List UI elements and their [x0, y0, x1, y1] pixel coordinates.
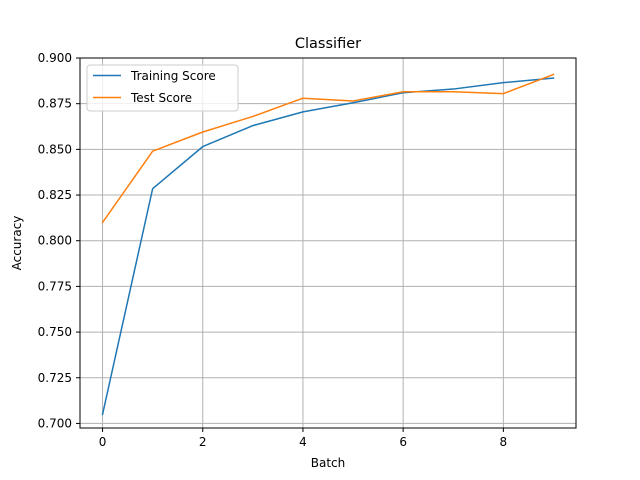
series-line-training-score	[101, 77, 555, 416]
x-tick-label: 0	[99, 435, 107, 449]
legend: Training Score Test Score	[86, 64, 239, 112]
y-tick-label: 0.900	[38, 51, 72, 65]
series-line-test-score	[101, 73, 555, 224]
x-tick-label: 8	[500, 435, 508, 449]
x-tick-label: 6	[399, 435, 407, 449]
y-tick-label: 0.700	[38, 416, 72, 430]
axis-ticks: 0 2 4 6 8 0.700 0.725 0.750 0.775 0.800 0.825 0.850…	[38, 51, 508, 449]
plot-frame	[79, 57, 577, 429]
y-tick-label: 0.750	[38, 325, 72, 339]
y-tick-label: 0.875	[38, 97, 72, 111]
series-lines	[101, 73, 555, 416]
y-axis-label: Accuracy	[10, 216, 24, 271]
legend-label-test: Test Score	[130, 91, 192, 105]
x-tick-label: 4	[299, 435, 307, 449]
legend-box	[86, 64, 239, 112]
legend-label-training: Training Score	[130, 69, 216, 83]
x-axis-label: Batch	[311, 456, 346, 470]
y-tick-label: 0.725	[38, 371, 72, 385]
y-tick-label: 0.775	[38, 279, 72, 293]
chart-title: Classifier	[295, 36, 361, 52]
x-tick-label: 2	[199, 435, 207, 449]
y-tick-label: 0.800	[38, 234, 72, 248]
y-tick-label: 0.850	[38, 142, 72, 156]
y-tick-label: 0.825	[38, 188, 72, 202]
